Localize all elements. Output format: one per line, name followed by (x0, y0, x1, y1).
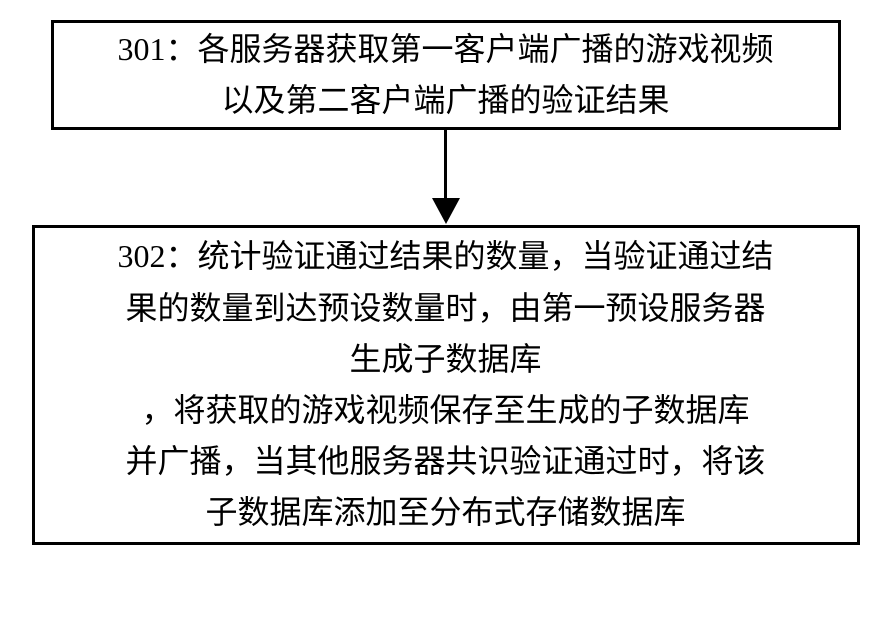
node-302-line5: 并广播，当其他服务器共识验证通过时，将该 (125, 436, 765, 487)
flowchart-node-301: 301：各服务器获取第一客户端广播的游戏视频 以及第二客户端广播的验证结果 (51, 20, 841, 130)
node-302-line3: 生成子数据库 (349, 334, 541, 385)
node-302-line6: 子数据库添加至分布式存储数据库 (205, 487, 685, 538)
flowchart-arrow (432, 130, 460, 225)
node-302-line2: 果的数量到达预设数量时，由第一预设服务器 (125, 283, 765, 334)
arrow-line (444, 130, 447, 198)
node-301-line1: 301：各服务器获取第一客户端广播的游戏视频 (117, 24, 773, 75)
node-302-line1: 302：统计验证通过结果的数量，当验证通过结 (117, 231, 773, 282)
flowchart-node-302: 302：统计验证通过结果的数量，当验证通过结 果的数量到达预设数量时，由第一预设… (32, 225, 860, 545)
arrow-head-icon (432, 198, 460, 224)
node-301-line2: 以及第二客户端广播的验证结果 (221, 75, 669, 126)
node-302-line4: ，将获取的游戏视频保存至生成的子数据库 (141, 385, 749, 436)
